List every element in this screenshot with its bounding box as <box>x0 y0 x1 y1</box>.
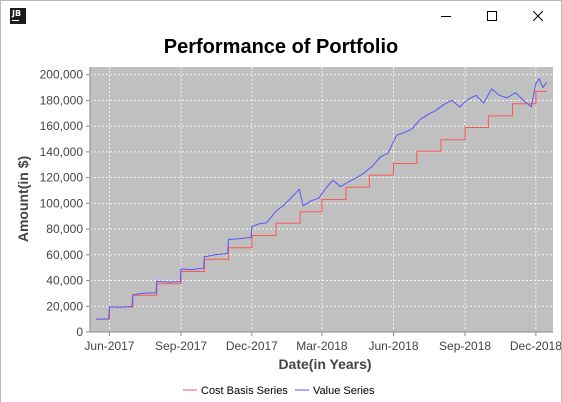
y-tick-label: 60,000 <box>46 248 83 262</box>
x-axis-label: Date(in Years) <box>278 356 371 372</box>
close-icon <box>533 11 543 21</box>
x-tick-label: Sep-2017 <box>155 339 207 353</box>
y-tick-label: 160,000 <box>40 119 84 133</box>
x-tick-label: Mar-2018 <box>296 339 348 353</box>
x-tick-label: Jun-2018 <box>368 339 418 353</box>
chart-title: Performance of Portfolio <box>164 36 398 58</box>
chart-panel: Performance of Portfolio 0 20,000 40,000 60… <box>1 31 561 402</box>
y-tick-label: 20,000 <box>46 299 83 313</box>
x-tick-label: Dec-2018 <box>510 339 561 353</box>
value-series-line <box>96 78 548 320</box>
y-tick-label: 180,000 <box>40 93 84 107</box>
legend-label: Cost Basis Series <box>201 385 288 397</box>
y-axis-label: Amount(in $) <box>15 156 31 242</box>
x-tick-label: Sep-2018 <box>439 339 491 353</box>
maximize-button[interactable] <box>469 1 515 31</box>
y-tick-label: 120,000 <box>40 171 84 185</box>
maximize-icon <box>487 11 497 21</box>
minimize-icon <box>441 16 451 17</box>
close-button[interactable] <box>515 1 561 31</box>
y-tick-label: 200,000 <box>40 68 84 82</box>
y-tick-label: 40,000 <box>46 274 83 288</box>
y-tick-label: 140,000 <box>40 145 84 159</box>
minimize-button[interactable] <box>423 1 469 31</box>
y-tick-label: 0 <box>76 325 83 339</box>
portfolio-chart: Performance of Portfolio 0 20,000 40,000 60… <box>15 36 561 397</box>
legend-label: Value Series <box>313 385 375 397</box>
y-tick-label: 80,000 <box>46 222 83 236</box>
cost-basis-series-line <box>96 90 547 320</box>
app-icon-text: JB <box>12 9 22 18</box>
chart-legend: Cost Basis Series Value Series <box>183 385 375 397</box>
title-bar[interactable]: JB <box>1 1 561 31</box>
x-tick-label: Jun-2017 <box>84 339 134 353</box>
x-tick-label: Dec-2017 <box>226 339 278 353</box>
app-icon: JB <box>10 8 26 24</box>
y-tick-label: 100,000 <box>40 196 84 210</box>
